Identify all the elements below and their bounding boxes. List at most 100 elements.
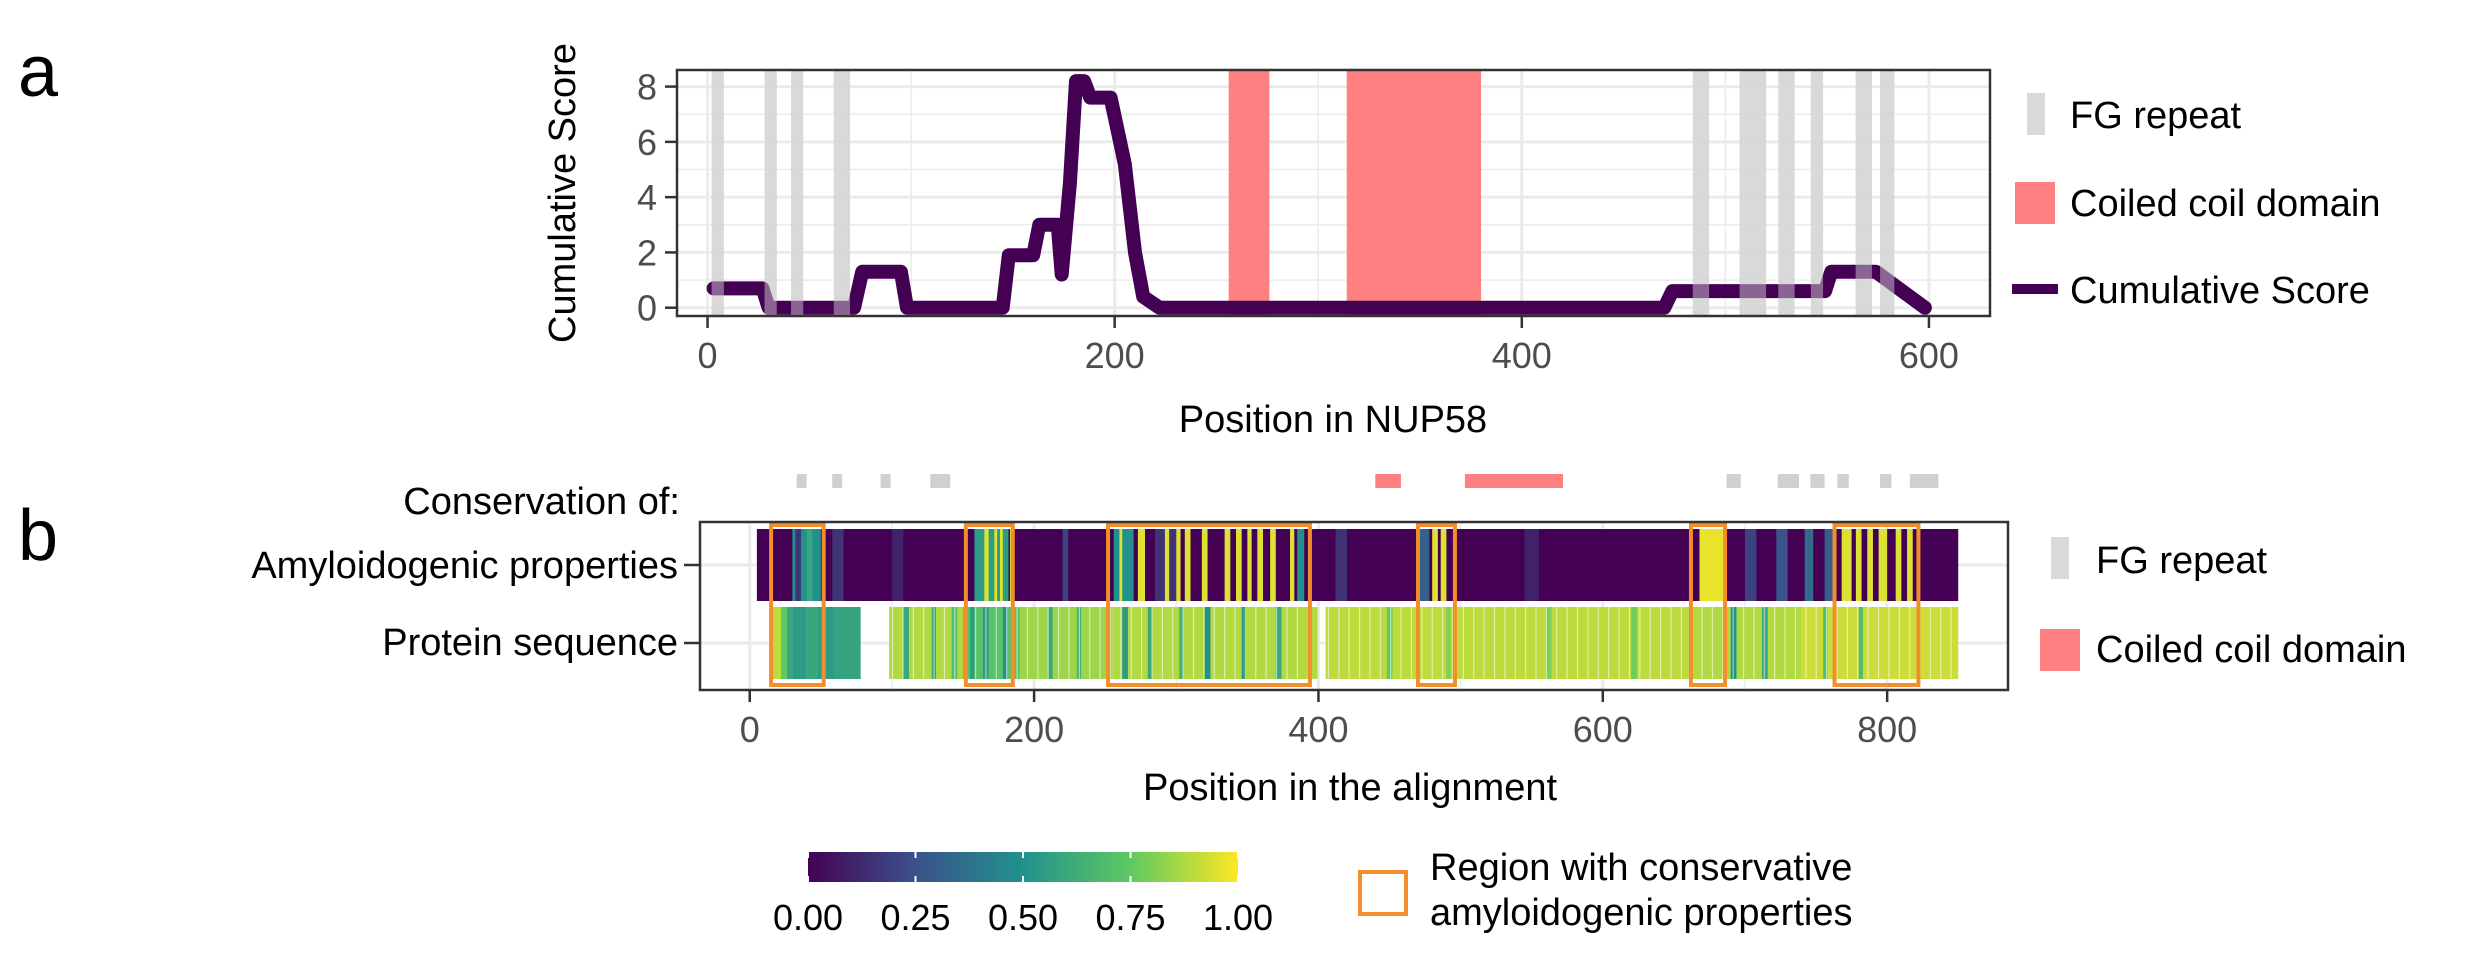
sequence-stripe	[1037, 607, 1039, 679]
sequence-stripe	[1120, 607, 1122, 679]
sequence-stripe	[1732, 607, 1734, 679]
sequence-stripe	[1327, 607, 1330, 679]
sequence-stripe	[1161, 607, 1163, 679]
amyloid-cell	[1867, 529, 1873, 601]
amyloid-cell	[1841, 529, 1852, 601]
amyloid-cell	[1907, 529, 1913, 601]
amyloid-cell	[1119, 529, 1123, 601]
fg-repeat-band	[1855, 70, 1872, 316]
amyloid-cell	[1824, 529, 1834, 601]
conservation-fg-mark	[1777, 474, 1800, 488]
sequence-stripe	[923, 607, 925, 679]
fg-repeat-overlay	[1880, 70, 1895, 316]
sequence-stripe	[1504, 607, 1506, 679]
sequence-stripe	[1099, 607, 1101, 679]
panel-b-x-tick-label: 600	[1573, 709, 1633, 750]
coiled-coil-band	[1346, 70, 1482, 316]
sequence-stripe	[891, 607, 894, 679]
fg-repeat-band	[833, 70, 851, 316]
conservative-region-box	[963, 523, 1015, 687]
sequence-stripe	[1514, 607, 1516, 679]
amyloid-cell	[795, 529, 801, 601]
sequence-stripe	[1867, 607, 1869, 679]
amyloid-cell	[974, 529, 1009, 601]
sequence-stripe	[1172, 607, 1174, 679]
legend-b-coiled-coil-label: Coiled coil domain	[2096, 629, 2407, 671]
fg-repeat-overlay	[1810, 70, 1824, 316]
sequence-stripe	[1898, 607, 1900, 679]
sequence-stripe	[1493, 607, 1496, 679]
panel-a-x-tick-label: 200	[1085, 335, 1145, 376]
panel-b-x-tick-label: 200	[1004, 709, 1064, 750]
region-legend-line-2: amyloidogenic properties	[1430, 892, 1852, 934]
colorbar-tick-label: 1.00	[1203, 897, 1273, 938]
sequence-stripe	[1628, 607, 1631, 679]
sequence-stripe	[1358, 607, 1361, 679]
amyloid-cell	[1062, 529, 1069, 601]
sequence-stripe	[1151, 607, 1153, 679]
fg-repeat-band	[790, 70, 804, 316]
conservation-coiled-mark	[1375, 474, 1401, 488]
region-legend-line-1: Region with conservative	[1430, 847, 1852, 889]
amyloid-cell	[1297, 529, 1305, 601]
sequence-stripe	[1649, 607, 1651, 679]
sequence-stripe	[954, 607, 956, 679]
conservation-fg-mark	[1810, 474, 1825, 488]
panel-letter-a: a	[18, 32, 59, 112]
amyloid-cell	[1164, 529, 1170, 601]
amyloid-cell	[984, 529, 989, 601]
conservation-fg-mark	[1837, 474, 1849, 488]
sequence-cell	[1275, 607, 1282, 679]
sequence-cell	[1545, 607, 1552, 679]
sequence-stripe	[1421, 607, 1423, 679]
sequence-stripe	[1379, 607, 1381, 679]
sequence-stripe	[1431, 607, 1433, 679]
amyloid-cell	[1113, 529, 1134, 601]
region-legend-key	[1358, 870, 1408, 916]
amyloid-cell	[1432, 529, 1438, 601]
sequence-stripe	[1255, 607, 1257, 679]
sequence-stripe	[1141, 607, 1143, 679]
fg-repeat-band	[1692, 70, 1710, 316]
sequence-cell	[970, 607, 975, 679]
fg-repeat-overlay	[1778, 70, 1795, 316]
conservation-fg-mark	[832, 474, 843, 488]
sequence-stripe	[933, 607, 935, 679]
amyloid-cell	[1417, 529, 1430, 601]
fg-repeat-band	[764, 70, 777, 316]
sequence-stripe	[1286, 607, 1288, 679]
amyloid-cell	[1855, 529, 1862, 601]
sequence-stripe	[1742, 607, 1745, 679]
row-label-protein-sequence: Protein sequence	[382, 622, 678, 664]
legend-coiled-coil-label: Coiled coil domain	[2070, 183, 2381, 225]
sequence-stripe	[1929, 607, 1932, 679]
panel-b-conservation-marks	[796, 474, 1939, 488]
colorbar-tick-label: 0.50	[988, 897, 1058, 938]
panel-a-y-tick-label: 8	[637, 67, 657, 108]
sequence-stripe	[1826, 607, 1828, 679]
region-legend: Region with conservative amyloidogenic p…	[1358, 847, 1852, 934]
sequence-stripe	[1794, 607, 1797, 679]
panel-b-regions	[769, 523, 1921, 687]
sequence-stripe	[1587, 607, 1589, 679]
legend-fg-repeat-label: FG repeat	[2070, 95, 2242, 137]
conservation-fg-mark	[930, 474, 951, 488]
sequence-stripe	[1701, 607, 1703, 679]
panel-a-score-line	[706, 70, 1932, 316]
fg-repeat-overlay	[1739, 70, 1767, 316]
conservation-fg-mark	[1909, 474, 1939, 488]
sequence-stripe	[974, 607, 977, 679]
amyloid-cell	[1524, 529, 1539, 601]
conservation-fg-mark	[1880, 474, 1892, 488]
sequence-cell	[835, 607, 861, 679]
sequence-stripe	[1244, 607, 1247, 679]
sequence-stripe	[1089, 607, 1091, 679]
sequence-stripe	[1390, 607, 1392, 679]
sequence-stripe	[985, 607, 987, 679]
sequence-stripe	[1805, 607, 1807, 679]
sequence-stripe	[1192, 607, 1195, 679]
sequence-stripe	[1078, 607, 1080, 679]
sequence-stripe	[1296, 607, 1298, 679]
sequence-stripe	[1275, 607, 1278, 679]
sequence-stripe	[1182, 607, 1184, 679]
